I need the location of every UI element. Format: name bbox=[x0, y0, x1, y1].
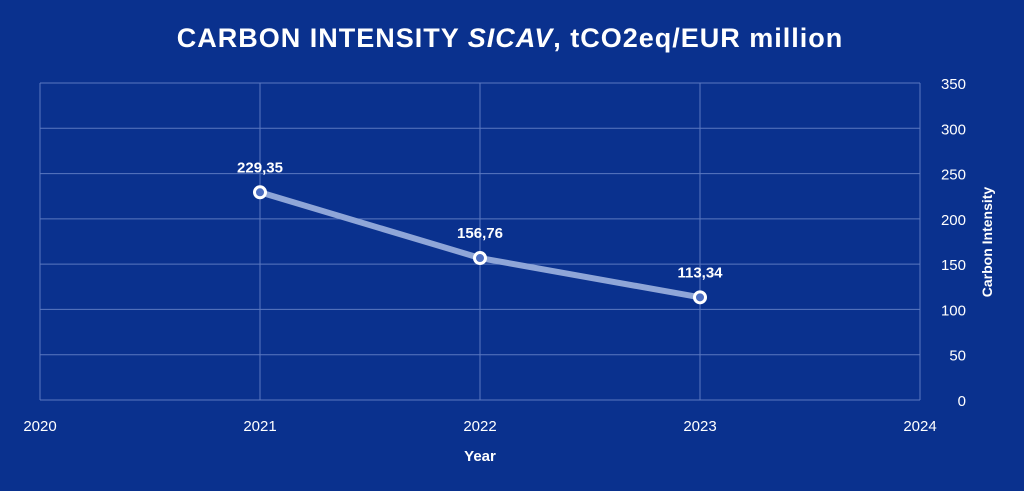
x-tick-label: 2022 bbox=[463, 418, 496, 435]
data-point bbox=[253, 185, 267, 200]
y-tick-label: 150 bbox=[941, 257, 966, 274]
chart-title: CARBON INTENSITY SICAV, tCO2eq/EUR milli… bbox=[177, 23, 844, 53]
x-axis: 2020 2021 2022 2023 2024 bbox=[23, 418, 936, 435]
x-tick-label: 2020 bbox=[23, 418, 56, 435]
data-label: 229,35 bbox=[237, 159, 283, 176]
data-label: 113,34 bbox=[677, 264, 723, 281]
data-point bbox=[473, 251, 487, 266]
x-tick-label: 2024 bbox=[903, 418, 936, 435]
y-axis: 0 50 100 150 200 250 300 350 bbox=[941, 76, 966, 410]
data-label: 156,76 bbox=[457, 225, 503, 242]
x-axis-label: Year bbox=[464, 448, 496, 465]
grid bbox=[39, 82, 921, 401]
series: 229,35 156,76 113,34 bbox=[237, 159, 723, 305]
y-tick-label: 50 bbox=[949, 348, 966, 365]
x-tick-label: 2023 bbox=[683, 418, 716, 435]
x-tick-label: 2021 bbox=[243, 418, 276, 435]
y-tick-label: 250 bbox=[941, 167, 966, 184]
y-tick-label: 0 bbox=[958, 393, 966, 410]
y-axis-label: Carbon Intensity bbox=[979, 187, 995, 298]
y-tick-label: 350 bbox=[941, 76, 966, 93]
y-tick-label: 300 bbox=[941, 121, 966, 138]
data-point bbox=[693, 290, 707, 305]
y-tick-label: 200 bbox=[941, 212, 966, 229]
y-tick-label: 100 bbox=[941, 302, 966, 319]
